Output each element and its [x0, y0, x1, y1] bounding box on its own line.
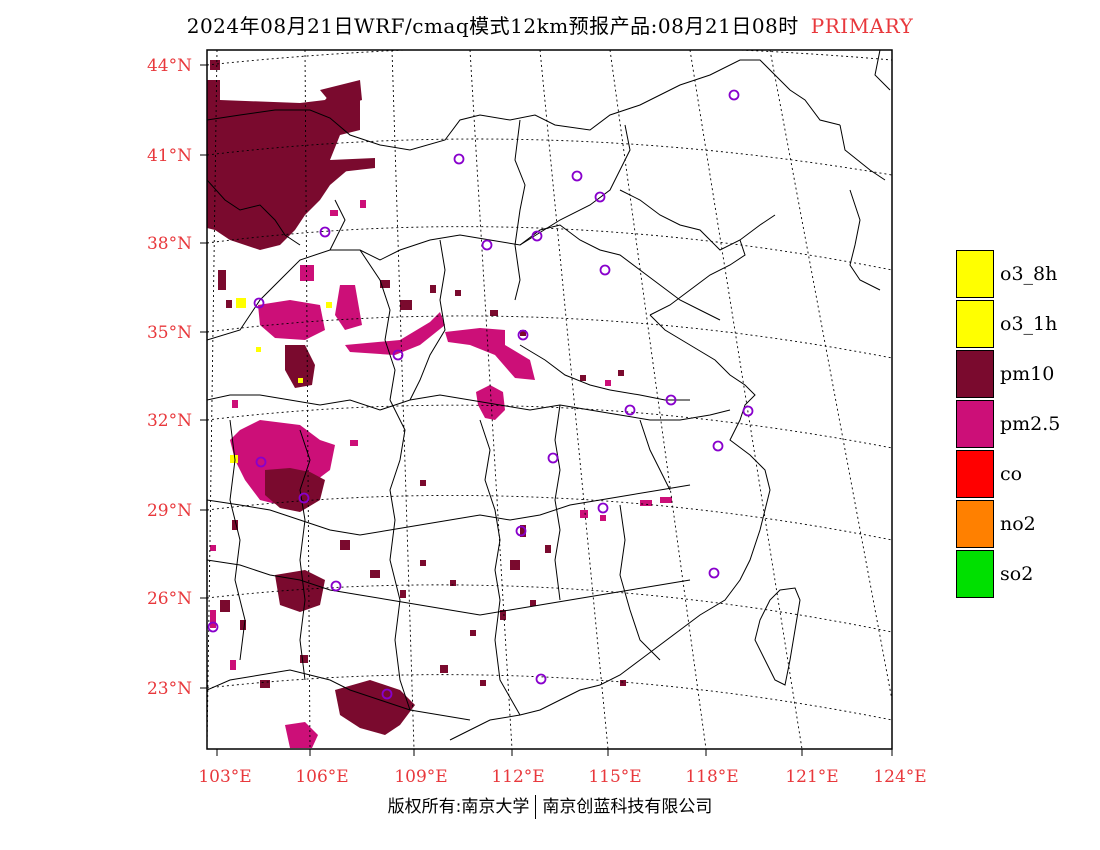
legend-item: o3_1h: [956, 299, 1096, 349]
map-content: [207, 50, 892, 749]
footer-separator: [535, 795, 537, 819]
legend-item: o3_8h: [956, 249, 1096, 299]
o3-cells: [230, 298, 332, 463]
pollutant-legend: o3_8h o3_1h pm10 pm2.5 co no2 so2: [956, 249, 1096, 599]
copyright-left: 版权所有:南京大学: [387, 797, 530, 817]
legend-swatch: [956, 500, 994, 548]
legend-label: pm2.5: [1000, 413, 1061, 435]
legend-swatch: [956, 400, 994, 448]
tick-marks: [200, 64, 893, 756]
latitude-labels: 44°N 41°N 38°N 35°N 32°N 29°N 26°N 23°N: [147, 56, 192, 699]
lon-label: 103°E: [198, 767, 251, 787]
graticule: [207, 50, 892, 749]
legend-swatch: [956, 350, 994, 398]
lat-label: 26°N: [147, 589, 192, 609]
lon-label: 106°E: [295, 767, 348, 787]
map-title: 2024年08月21日WRF/cmaq模式12km预报产品:08月21日08时 P…: [0, 10, 1100, 39]
pm10-region-northwest: [207, 80, 360, 250]
lat-label: 35°N: [147, 323, 192, 343]
pm10-patch-east: [330, 158, 375, 172]
legend-swatch: [956, 250, 994, 298]
copyright-right: 南京创蓝科技有限公司: [542, 797, 713, 817]
lat-label: 38°N: [147, 234, 192, 254]
lon-label: 124°E: [873, 767, 926, 787]
legend-label: o3_8h: [1000, 263, 1058, 285]
legend-label: no2: [1000, 513, 1036, 535]
pm25-band-henan: [445, 328, 535, 380]
legend-label: o3_1h: [1000, 313, 1058, 335]
lon-label: 121°E: [785, 767, 838, 787]
legend-swatch: [956, 450, 994, 498]
pm25-band-weihe: [345, 312, 445, 355]
legend-item: no2: [956, 499, 1096, 549]
legend-item: pm2.5: [956, 399, 1096, 449]
lat-label: 32°N: [147, 411, 192, 431]
pm10-patch-guizhou: [275, 570, 325, 612]
primary-tag: PRIMARY: [810, 14, 914, 38]
station-markers: [207, 89, 754, 700]
map-frame: [206, 49, 893, 750]
pm25-region-gansu: [258, 300, 325, 340]
copyright-footer: 版权所有:南京大学 南京创蓝科技有限公司: [0, 792, 1100, 819]
longitude-labels: 103°E 106°E 109°E 112°E 115°E 118°E 121°…: [198, 767, 926, 787]
legend-label: co: [1000, 463, 1023, 485]
legend-label: pm10: [1000, 363, 1055, 385]
boundaries: [207, 50, 891, 741]
lon-label: 109°E: [394, 767, 447, 787]
lon-label: 115°E: [588, 767, 641, 787]
lon-label: 112°E: [491, 767, 544, 787]
pm10-region-chongqing: [265, 468, 325, 512]
lat-label: 29°N: [147, 501, 192, 521]
legend-item: so2: [956, 549, 1096, 599]
pm25-region-ningxia: [335, 285, 362, 330]
legend-swatch: [956, 300, 994, 348]
legend-item: co: [956, 449, 1096, 499]
legend-swatch: [956, 550, 994, 598]
lat-label: 44°N: [147, 56, 192, 76]
legend-item: pm10: [956, 349, 1096, 399]
pm10-patch-north: [320, 80, 362, 108]
pm10-patch-guangxi: [335, 680, 415, 735]
lat-label: 23°N: [147, 679, 192, 699]
title-text: 2024年08月21日WRF/cmaq模式12km预报产品:08月21日08时: [186, 14, 799, 38]
pm25-patch-yunnan-south: [285, 722, 318, 748]
pm25-patch-hubei: [476, 385, 505, 420]
legend-label: so2: [1000, 563, 1034, 585]
scattered-cells: [210, 60, 672, 688]
lon-label: 118°E: [685, 767, 738, 787]
lat-label: 41°N: [147, 146, 192, 166]
